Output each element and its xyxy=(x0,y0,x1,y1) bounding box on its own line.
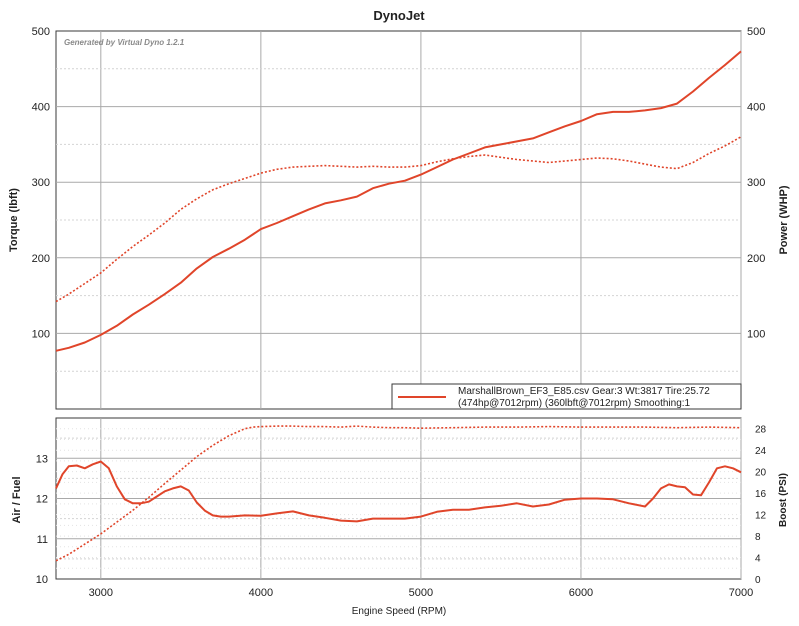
bottom-left-tick-labels: 10 11 12 13 xyxy=(36,453,48,586)
bottom-series-group xyxy=(55,425,742,562)
watermark-text: Generated by Virtual Dyno 1.2.1 xyxy=(64,38,185,47)
torque-power-panel: Generated by Virtual Dyno 1.2.1 100 200 30… xyxy=(8,26,790,410)
boost-tick-label: 4 xyxy=(755,554,761,565)
power-line xyxy=(55,136,742,303)
power-tick-label: 400 xyxy=(747,102,765,114)
afr-tick-label: 11 xyxy=(37,534,48,546)
boost-tick-label: 20 xyxy=(755,468,767,479)
top-grid xyxy=(56,31,742,409)
torque-tick-label: 200 xyxy=(32,253,50,265)
power-tick-label: 500 xyxy=(747,26,765,38)
afr-line xyxy=(55,460,742,523)
torque-tick-label: 400 xyxy=(32,102,50,114)
chart-title: DynoJet xyxy=(373,8,425,23)
rpm-tick-label: 5000 xyxy=(409,587,433,599)
legend: MarshallBrown_EF3_E85.csv Gear:3 Wt:3817… xyxy=(391,383,742,410)
top-series-group xyxy=(55,50,742,352)
boost-tick-label: 0 xyxy=(755,575,761,586)
torque-axis-label: Torque (lbft) xyxy=(8,188,20,252)
afr-tick-label: 12 xyxy=(36,494,48,506)
power-tick-label: 200 xyxy=(747,253,765,265)
afr-boost-panel: 10 11 12 13 0 4 8 12 16 20 24 28 3000 4000 5000 6000 7… xyxy=(11,417,789,617)
boost-line xyxy=(55,425,742,562)
rpm-tick-label: 7000 xyxy=(729,587,753,599)
boost-tick-label: 16 xyxy=(755,489,767,500)
top-plot-frame xyxy=(55,30,742,410)
torque-tick-label: 300 xyxy=(32,177,50,189)
afr-tick-label: 13 xyxy=(36,453,48,465)
boost-axis-label: Boost (PSI) xyxy=(778,473,789,527)
afr-axis-label: Air / Fuel xyxy=(11,476,23,523)
boost-tick-label: 28 xyxy=(755,425,767,436)
x-tick-labels: 3000 4000 5000 6000 7000 xyxy=(89,587,754,599)
bottom-grid xyxy=(56,418,742,579)
power-tick-label: 100 xyxy=(747,328,765,340)
boost-tick-label: 24 xyxy=(755,446,767,457)
torque-tick-label: 100 xyxy=(32,328,50,340)
boost-tick-label: 12 xyxy=(755,511,767,522)
power-tick-label: 300 xyxy=(747,177,765,189)
legend-box xyxy=(391,383,742,410)
top-left-tick-labels: 100 200 300 400 500 xyxy=(32,26,50,340)
x-axis-label: Engine Speed (RPM) xyxy=(352,606,447,617)
top-right-tick-labels: 100 200 300 400 500 xyxy=(747,26,765,340)
torque-line xyxy=(55,50,742,352)
afr-tick-label: 10 xyxy=(36,574,48,586)
boost-tick-label: 8 xyxy=(755,532,761,543)
rpm-tick-label: 6000 xyxy=(569,587,593,599)
rpm-tick-label: 4000 xyxy=(249,587,273,599)
rpm-tick-label: 3000 xyxy=(89,587,113,599)
power-axis-label: Power (WHP) xyxy=(778,185,790,254)
legend-line-2: (474hp@7012rpm) (360lbft@7012rpm) Smooth… xyxy=(458,398,691,409)
bottom-right-tick-labels: 0 4 8 12 16 20 24 28 xyxy=(755,425,767,586)
legend-line-1: MarshallBrown_EF3_E85.csv Gear:3 Wt:3817… xyxy=(458,386,710,397)
torque-tick-label: 500 xyxy=(32,26,50,38)
